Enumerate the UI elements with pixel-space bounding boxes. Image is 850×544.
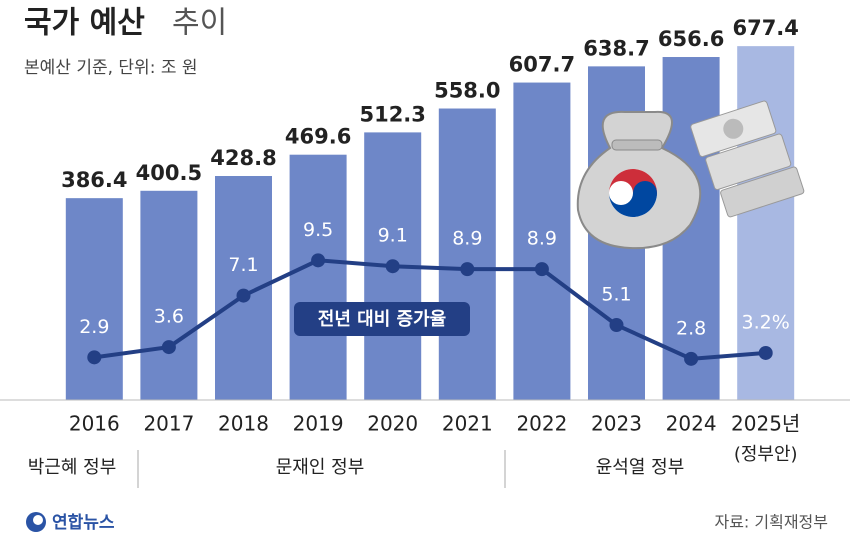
line-point [311,253,326,268]
line-point [684,351,699,366]
line-point [161,340,176,355]
x-tick-label: 2025년 [731,412,800,436]
line [94,258,766,361]
x-tick-label: 2021 [442,412,493,436]
chart-title: 국가 예산 [24,6,145,41]
bar-value-label: 469.6 [285,125,351,149]
bar-value-label: 558.0 [434,79,500,103]
bar-value-label: 677.4 [732,16,798,40]
line-value-label: 8.9 [452,228,482,250]
chart-title-suffix: 추이 [172,6,227,41]
legend: 전년 대비 증가율 [294,302,470,336]
line-value-label: 3.2% [742,311,790,333]
line-point [460,262,475,277]
x-tick-label: 2023 [591,412,642,436]
x-axis: 2016 2017 2018 2019 2020 2021 2022 2023 2024 2025… [28,412,801,479]
line-value-label: 7.1 [228,254,258,276]
line-value-label: 9.1 [378,225,408,247]
government-label: 박근혜 정부 [28,457,117,478]
subtitle: 본예산 기준, 단위: 조 원 [24,58,198,78]
bar-value-label: 656.6 [658,27,724,51]
bar-value-label: 386.4 [61,168,127,192]
line-point [385,259,400,274]
line-value-label: 2.8 [676,317,706,339]
x-tick-label: 2017 [143,412,194,436]
line-point [87,350,102,365]
logo-text: 연합뉴스 [52,512,115,533]
money-illustration [576,100,805,250]
bar [513,82,571,401]
line-point [758,345,773,360]
legend-label: 전년 대비 증가율 [318,309,446,330]
bar-value-label: 400.5 [136,161,202,185]
bar-value-label: 607.7 [509,53,575,77]
bar [438,108,496,400]
line-value-label: 2.9 [79,316,109,338]
government-label: 문재인 정부 [276,457,365,478]
line-value-label: 3.6 [154,306,184,328]
x-tick-label: 2018 [218,412,269,436]
bar [289,154,347,400]
line-point [236,288,251,303]
source: 자료: 기획재정부 [714,513,828,532]
x-tick-label: 2022 [516,412,567,436]
logo: 연합뉴스 [26,512,115,533]
x-tick-label: 2016 [69,412,120,436]
line-value-label: 8.9 [527,228,557,250]
line-layer: 2.9 3.6 7.1 9.5 9.1 8.9 8.9 5.1 2.8 3.2% [79,219,790,366]
line-point [534,262,549,277]
government-label: 윤석열 정부 [596,457,685,478]
bar [65,198,123,400]
line-value-label: 9.5 [303,219,333,241]
x-tick-label: 2019 [293,412,344,436]
x-tick-label: 2020 [367,412,418,436]
line-point [609,318,624,333]
bar [140,190,198,400]
bar-value-label: 428.8 [210,146,276,170]
x-tick-note: (정부안) [734,444,798,465]
line-value-label: 5.1 [601,284,631,306]
x-tick-label: 2024 [666,412,717,436]
bar-value-label: 512.3 [359,102,425,126]
bar-value-label: 638.7 [583,36,649,60]
legend-box [294,302,470,336]
